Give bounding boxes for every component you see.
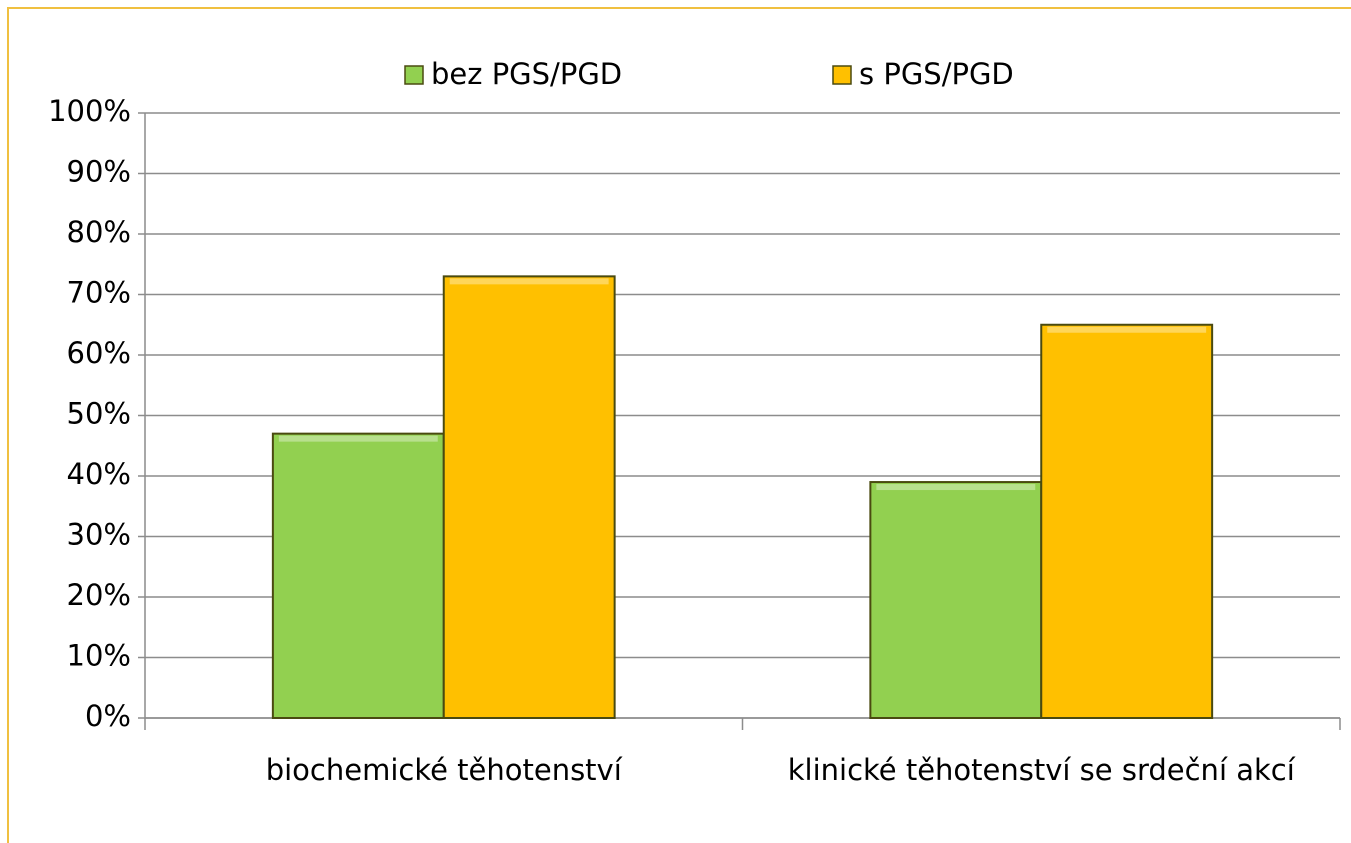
y-tick-label: 100% <box>48 94 131 128</box>
bar <box>1040 323 1214 719</box>
frame <box>7 7 1351 843</box>
bar-highlight <box>449 278 609 285</box>
legend-swatch <box>832 65 852 85</box>
y-tick-label: 80% <box>67 215 131 249</box>
x-tick-label: biochemické těhotenství <box>266 753 623 787</box>
bar <box>442 275 616 719</box>
legend-label: bez PGS/PGD <box>431 57 622 91</box>
y-tick-label: 30% <box>67 518 131 552</box>
bar <box>869 481 1043 719</box>
bar-highlight <box>278 435 438 442</box>
y-tick-label: 60% <box>67 336 131 370</box>
legend-label: s PGS/PGD <box>859 57 1014 91</box>
y-tick-label: 40% <box>67 457 131 491</box>
x-tick-label: klinické těhotenství se srdeční akcí <box>788 753 1296 787</box>
bar <box>271 432 445 719</box>
y-tick-label: 10% <box>67 639 131 673</box>
y-tick-label: 50% <box>67 397 131 431</box>
y-tick-label: 0% <box>85 699 131 733</box>
bar-highlight <box>1047 326 1207 333</box>
legend-swatch <box>404 65 424 85</box>
y-tick-label: 90% <box>67 155 131 189</box>
bar-highlight <box>876 484 1036 491</box>
y-tick-label: 20% <box>67 578 131 612</box>
y-tick-label: 70% <box>67 276 131 310</box>
